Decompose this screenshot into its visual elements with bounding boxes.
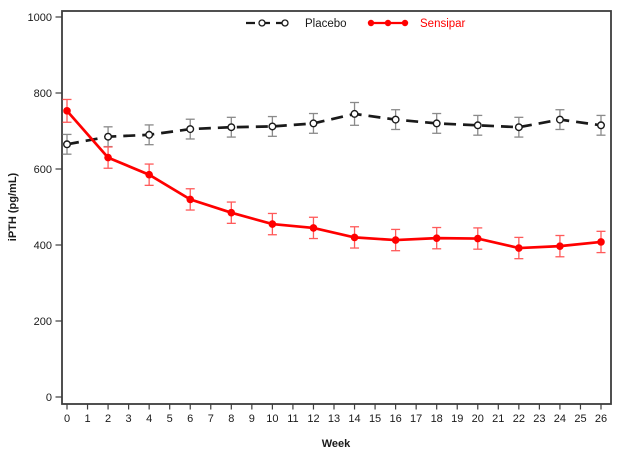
placebo-line [66,112,602,146]
plot-frame [61,10,612,405]
x-tick-label: 25 [574,413,586,425]
x-tick-label: 23 [533,413,545,425]
placebo-marker [309,119,318,128]
placebo-marker [597,121,606,130]
sensipar-marker [186,195,195,204]
y-tick-label: 1000 [28,12,52,24]
x-tick-label: 21 [492,413,504,425]
x-tick-label: 14 [348,413,360,425]
sensipar-marker [597,238,605,246]
x-tick-label: 24 [554,413,566,425]
y-axis-title: iPTH (pg/mL) [7,172,19,242]
x-tick-label: 3 [126,413,132,425]
placebo-marker [473,121,482,130]
x-tick-label: 17 [410,413,422,425]
sensipar-marker [432,234,441,242]
x-tick-label: 7 [208,413,214,425]
x-tick-label: 4 [146,413,152,425]
sensipar-marker [556,242,564,250]
placebo-marker [268,122,277,131]
x-tick-label: 15 [369,413,381,425]
x-tick-label: 22 [513,413,525,425]
legend-sensipar-marker-sample [401,19,409,27]
y-tick-label: 400 [34,240,52,252]
y-tick-label: 600 [34,164,52,176]
legend-label-placebo: Placebo [305,18,347,30]
sensipar-line [65,109,602,250]
legend-placebo-marker-sample [281,19,289,27]
x-tick-label: 16 [389,413,401,425]
sensipar-marker [309,224,318,232]
placebo-marker [104,132,113,141]
sensipar-marker [391,236,400,244]
sensipar-marker [473,234,482,243]
y-tick-label: 0 [46,392,52,404]
sensipar-marker [227,208,236,217]
placebo-marker [186,125,195,134]
sensipar-marker [515,244,523,252]
placebo-marker [63,140,72,149]
x-tick-label: 19 [451,413,463,425]
x-tick-label: 0 [64,413,70,425]
x-tick-label: 5 [167,413,173,425]
x-tick-label: 10 [266,413,278,425]
x-tick-label: 26 [595,413,607,425]
x-tick-label: 13 [328,413,340,425]
x-tick-label: 18 [431,413,443,425]
placebo-marker [432,119,441,128]
x-tick-label: 12 [307,413,319,425]
placebo-marker [514,123,523,132]
x-tick-label: 20 [472,413,484,425]
legend-label-sensipar: Sensipar [420,18,466,30]
legend-sensipar-marker-sample [384,19,392,27]
sensipar-marker [268,220,277,228]
x-tick-label: 6 [187,413,193,425]
x-tick-label: 11 [287,413,298,425]
placebo-marker [145,130,154,139]
sensipar-marker [350,233,359,242]
legend-sensipar-marker-sample [367,19,375,27]
sensipar-marker [145,170,153,179]
placebo-marker [350,109,359,118]
x-tick-label: 2 [105,413,111,425]
sensipar-marker [104,153,112,162]
placebo-marker [227,123,236,132]
x-axis-title: Week [321,438,351,450]
x-tick-label: 1 [84,413,90,425]
y-tick-label: 200 [34,316,52,328]
x-tick-label: 9 [249,413,255,425]
legend-placebo-marker-sample [258,19,266,27]
placebo-marker [555,115,564,124]
x-tick-label: 8 [228,413,234,425]
placebo-marker [391,115,400,124]
y-tick-label: 800 [34,88,52,100]
sensipar-marker [63,107,71,115]
